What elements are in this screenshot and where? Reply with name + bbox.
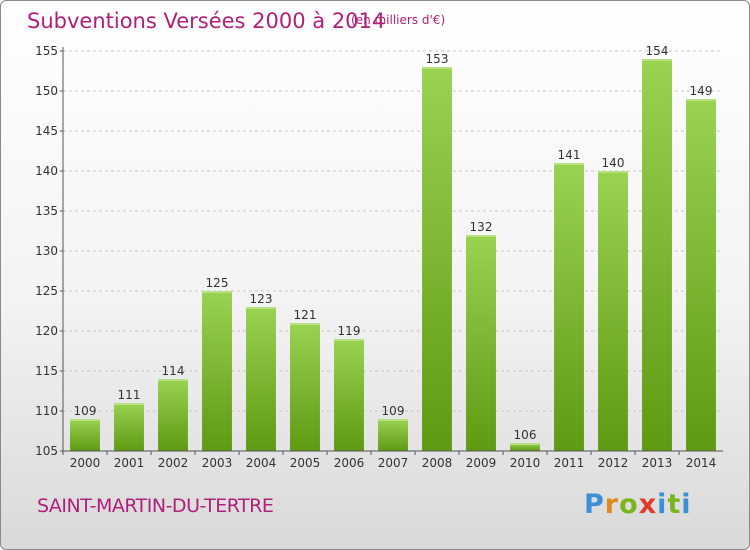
y-tick-label: 150 bbox=[35, 84, 58, 98]
bars: 109 111 114 125 123 121 119 109 153 132 106 141 140 1… bbox=[70, 44, 716, 451]
bar-2013 bbox=[642, 59, 672, 451]
bar-top-highlight bbox=[422, 67, 452, 69]
value-label: 109 bbox=[74, 404, 97, 418]
value-label: 114 bbox=[162, 364, 185, 378]
y-tick-label: 120 bbox=[35, 324, 58, 338]
value-label: 123 bbox=[250, 292, 273, 306]
x-tick-label: 2007 bbox=[378, 456, 409, 470]
bar-top-highlight bbox=[510, 443, 540, 445]
logo-letter: P bbox=[584, 489, 605, 520]
value-label: 125 bbox=[206, 276, 229, 290]
bar-2007 bbox=[378, 419, 408, 451]
x-tick-label: 2002 bbox=[158, 456, 189, 470]
y-tick-label: 125 bbox=[35, 284, 58, 298]
x-tick-label: 2010 bbox=[510, 456, 541, 470]
unit-note: (en milliers d'€) bbox=[351, 13, 446, 27]
bar-2003 bbox=[202, 291, 232, 451]
y-tick-label: 155 bbox=[35, 44, 58, 58]
logo-letter: x bbox=[638, 489, 658, 520]
y-tick-label: 135 bbox=[35, 204, 58, 218]
bar-top-highlight bbox=[202, 291, 232, 293]
bar-2008 bbox=[422, 67, 452, 451]
value-label: 140 bbox=[602, 156, 625, 170]
bar-2014 bbox=[686, 99, 716, 451]
bar-top-highlight bbox=[598, 171, 628, 173]
x-tick-label: 2011 bbox=[554, 456, 585, 470]
bar-top-highlight bbox=[158, 379, 188, 381]
chart-title: Subventions Versées 2000 à 2014 bbox=[27, 9, 386, 33]
value-label: 149 bbox=[690, 84, 713, 98]
bar-2001 bbox=[114, 403, 144, 451]
bar-2000 bbox=[70, 419, 100, 451]
x-tick-label: 2013 bbox=[642, 456, 673, 470]
bar-top-highlight bbox=[290, 323, 320, 325]
y-tick-label: 145 bbox=[35, 124, 58, 138]
value-label: 132 bbox=[470, 220, 493, 234]
logo-letter: i bbox=[681, 489, 692, 520]
y-tick-label: 140 bbox=[35, 164, 58, 178]
bar-2011 bbox=[554, 163, 584, 451]
value-label: 111 bbox=[118, 388, 141, 402]
bar-2002 bbox=[158, 379, 188, 451]
y-tick-label: 105 bbox=[35, 444, 58, 458]
y-axis: 105 110 115 120 125 130 135 140 145 150 155 bbox=[35, 44, 64, 458]
logo-letter: i bbox=[657, 489, 668, 520]
bar-top-highlight bbox=[246, 307, 276, 309]
x-tick-label: 2000 bbox=[70, 456, 101, 470]
bar-top-highlight bbox=[334, 339, 364, 341]
x-tick-label: 2014 bbox=[686, 456, 717, 470]
x-tick-label: 2003 bbox=[202, 456, 233, 470]
logo-letter: r bbox=[604, 489, 620, 520]
x-axis: 2000 2001 2002 2003 2004 2005 2006 2007 2008 2009… bbox=[62, 450, 723, 470]
value-label: 109 bbox=[382, 404, 405, 418]
bar-top-highlight bbox=[642, 59, 672, 61]
logo-letter: o bbox=[619, 489, 639, 520]
logo-letter: t bbox=[667, 489, 682, 520]
bar-top-highlight bbox=[686, 99, 716, 101]
bar-2005 bbox=[290, 323, 320, 451]
bar-top-highlight bbox=[378, 419, 408, 421]
value-label: 106 bbox=[514, 428, 537, 442]
x-tick-label: 2006 bbox=[334, 456, 365, 470]
y-tick-label: 115 bbox=[35, 364, 58, 378]
bar-top-highlight bbox=[70, 419, 100, 421]
bar-top-highlight bbox=[466, 235, 496, 237]
value-label: 141 bbox=[558, 148, 581, 162]
value-label: 153 bbox=[426, 52, 449, 66]
x-tick-label: 2012 bbox=[598, 456, 629, 470]
x-tick-label: 2005 bbox=[290, 456, 321, 470]
value-label: 121 bbox=[294, 308, 317, 322]
bar-2004 bbox=[246, 307, 276, 451]
bar-2012 bbox=[598, 171, 628, 451]
y-tick-label: 110 bbox=[35, 404, 58, 418]
x-tick-label: 2009 bbox=[466, 456, 497, 470]
value-label: 154 bbox=[646, 44, 669, 58]
bar-top-highlight bbox=[554, 163, 584, 165]
value-label: 119 bbox=[338, 324, 361, 338]
bar-2006 bbox=[334, 339, 364, 451]
commune-name: SAINT-MARTIN-DU-TERTRE bbox=[37, 495, 274, 517]
bar-2010 bbox=[510, 443, 540, 451]
x-tick-label: 2008 bbox=[422, 456, 453, 470]
x-tick-label: 2004 bbox=[246, 456, 277, 470]
proxiti-logo: Proxiti bbox=[584, 489, 692, 520]
bar-top-highlight bbox=[114, 403, 144, 405]
y-tick-label: 130 bbox=[35, 244, 58, 258]
x-tick-label: 2001 bbox=[114, 456, 145, 470]
bar-2009 bbox=[466, 235, 496, 451]
